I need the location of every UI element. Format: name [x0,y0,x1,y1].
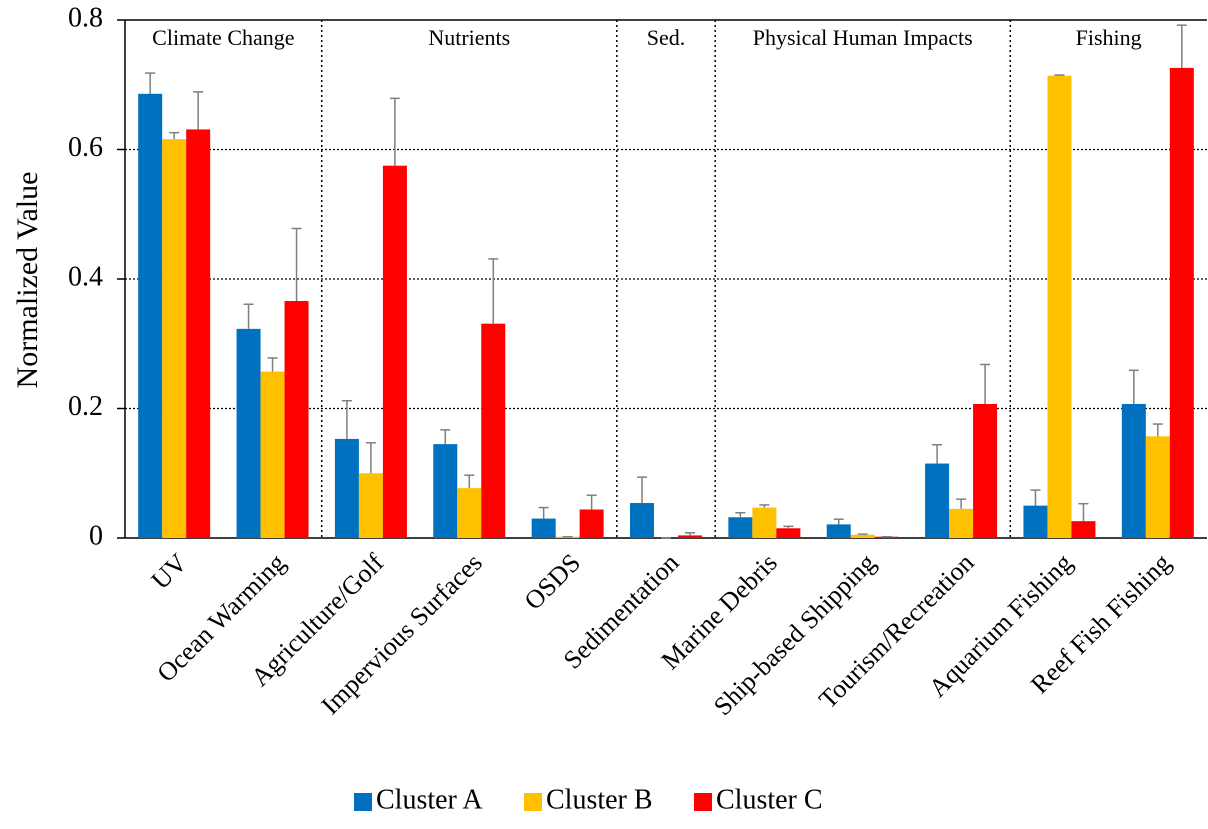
group-label: Fishing [1076,25,1142,50]
bar [752,507,777,538]
bar [1145,436,1170,538]
legend-swatch [524,793,542,811]
bar [826,524,851,538]
bar [776,528,801,538]
bar [358,473,383,538]
x-tick-label: OSDS [519,548,587,616]
bar [531,518,556,538]
bar [457,488,482,538]
x-tick-label: Impervious Surfaces [316,548,488,720]
bar [1169,67,1194,538]
bar [1023,505,1048,538]
legend-swatch [354,793,372,811]
y-tick-label: 0.2 [68,391,103,422]
bar [1121,403,1146,538]
group-label: Sed. [647,25,686,50]
bar [382,165,407,538]
bar [162,139,187,538]
y-tick-label: 0.8 [68,2,103,33]
bar [678,535,702,538]
legend-swatch [694,793,712,811]
bar [1047,75,1072,538]
bar [236,328,261,538]
bar [334,438,359,538]
y-tick-label: 0.4 [68,261,103,292]
group-label: Climate Change [152,25,294,50]
y-tick-label: 0 [89,520,103,551]
bar [138,93,163,538]
bar [925,463,950,538]
y-tick-label: 0.6 [68,132,103,163]
bar [186,129,211,539]
x-tick-label: UV [146,548,193,595]
bar [850,534,875,538]
group-label: Physical Human Impacts [753,25,973,50]
bar [481,323,506,538]
bar [1071,521,1096,538]
legend-label: Cluster B [546,784,653,815]
x-tick-label: Ship-based Shipping [708,548,881,721]
bar [973,403,998,538]
bar [630,503,654,538]
bar [260,371,285,538]
bar [284,301,309,538]
bar [579,509,604,538]
legend-label: Cluster A [376,784,483,815]
bar [433,444,458,538]
group-label: Nutrients [428,25,510,50]
bar [728,517,753,538]
y-axis-label: Normalized Value [11,172,44,389]
legend-label: Cluster C [716,784,823,815]
bar [949,508,974,538]
